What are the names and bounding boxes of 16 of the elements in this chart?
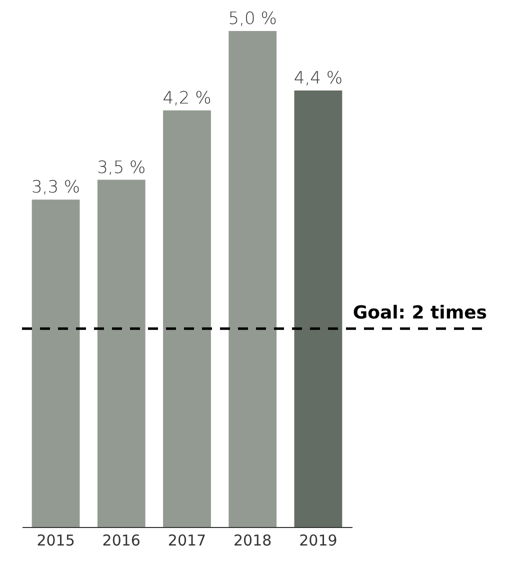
x-tick-label: 2015 (36, 532, 75, 550)
x-tick-label: 2017 (168, 532, 206, 550)
ref-line-label: Goal: 2 times (352, 302, 487, 324)
bar (228, 31, 277, 527)
x-tick-label: 2019 (299, 532, 338, 550)
data-label: 3,5 % (97, 158, 146, 178)
x-tick-label: 2016 (102, 532, 140, 550)
data-label: 5,0 % (228, 9, 277, 29)
data-label: 3,3 % (31, 178, 80, 198)
bar (294, 90, 342, 527)
x-tick-label: 2018 (234, 532, 272, 550)
data-label: 4,4 % (294, 68, 343, 89)
data-label: 4,2 % (162, 88, 212, 108)
bar (163, 110, 211, 527)
bar (97, 180, 146, 527)
bar (32, 200, 80, 527)
